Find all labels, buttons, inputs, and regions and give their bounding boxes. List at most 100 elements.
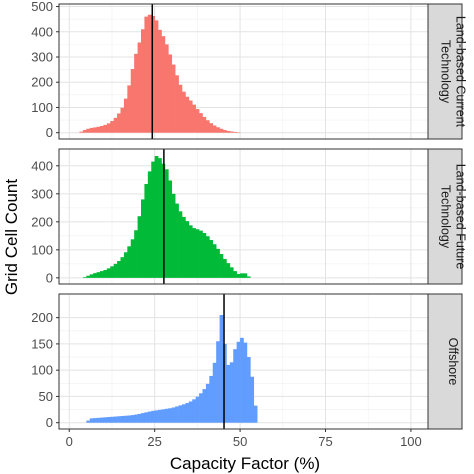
histogram-bar — [226, 130, 231, 133]
histogram-bar — [171, 193, 176, 278]
histogram-bar — [158, 158, 162, 278]
histogram-bar — [123, 252, 128, 278]
histogram-bar — [168, 180, 173, 278]
histogram-bar — [168, 54, 173, 133]
histogram-bar — [100, 417, 104, 423]
histogram-bar — [113, 117, 118, 133]
histogram-bar — [250, 376, 255, 423]
histogram-bar — [120, 107, 125, 133]
histogram-bar — [89, 274, 94, 278]
histogram-bar — [216, 127, 220, 133]
facet-strip — [427, 148, 463, 285]
y-tick-label: 500 — [31, 0, 53, 14]
histogram-bar — [141, 199, 145, 278]
histogram-bar — [195, 396, 200, 423]
histogram-bar — [93, 273, 97, 278]
histogram-bar — [223, 130, 227, 133]
histogram-bar — [188, 225, 193, 278]
histogram-bar — [103, 417, 108, 423]
histogram-bar — [205, 120, 210, 133]
histogram-bar — [106, 268, 111, 278]
histogram-bar — [195, 229, 200, 278]
histogram-bar — [219, 128, 224, 133]
histogram-bar — [178, 211, 183, 278]
histogram-bar — [151, 15, 155, 133]
histogram-bar — [216, 341, 220, 423]
histogram-bar — [130, 239, 135, 278]
histogram-bar — [137, 216, 142, 278]
histogram-bar — [223, 258, 227, 278]
histogram-bar — [182, 404, 186, 423]
histogram-bar — [100, 126, 104, 133]
histogram-bar — [182, 216, 186, 278]
y-tick-label: 200 — [31, 214, 53, 229]
histogram-bar — [243, 273, 248, 278]
histogram-bar — [212, 362, 217, 423]
y-axis-title: Grid Cell Count — [2, 179, 21, 295]
facet-panel-3: 0 50 100 150 200 Offshore 0 25 50 75 100 — [31, 293, 463, 449]
histogram-bar — [229, 362, 234, 423]
histogram-bar — [103, 124, 108, 133]
y-tick-label: 100 — [31, 242, 53, 257]
histogram-bar — [205, 383, 210, 423]
histogram-bar — [117, 113, 121, 133]
y-tick-label: 400 — [31, 158, 53, 173]
histogram-bar — [134, 53, 138, 133]
histogram-bar — [161, 409, 166, 423]
histogram-bar — [144, 16, 149, 133]
x-tick-label: 0 — [66, 434, 73, 449]
histogram-bar — [164, 44, 169, 133]
histogram-bar — [120, 415, 125, 423]
histogram-bar — [171, 407, 176, 423]
histogram-bar — [110, 416, 114, 423]
histogram-bar — [117, 261, 121, 278]
histogram-bar — [144, 184, 149, 278]
histogram-bar — [216, 248, 220, 278]
histogram-bar — [202, 389, 207, 423]
facet-strip — [427, 3, 463, 140]
histogram-bar — [195, 109, 200, 133]
histogram-bar — [185, 402, 190, 423]
histogram-bar — [240, 337, 244, 423]
facet-strip-label: Technology — [439, 185, 453, 249]
histogram-bar — [130, 68, 135, 133]
histogram-bar — [226, 263, 231, 278]
histogram-bar — [236, 132, 241, 133]
y-tick-label: 300 — [31, 49, 53, 64]
y-tick-label: 0 — [46, 270, 53, 285]
histogram-bar — [185, 221, 190, 278]
histogram-bar — [96, 417, 101, 423]
histogram-bar — [199, 230, 203, 278]
histogram-bar — [79, 131, 84, 133]
histogram-bar — [246, 276, 251, 278]
histogram-bar — [158, 29, 162, 133]
histogram-bar — [96, 272, 101, 278]
histogram-bar — [89, 127, 94, 133]
histogram-bar — [110, 121, 114, 133]
histogram-bar — [110, 266, 114, 278]
histogram-bar — [147, 411, 152, 423]
histogram-bar — [93, 127, 97, 133]
x-tick-label: 25 — [147, 434, 161, 449]
x-axis-title: Capacity Factor (%) — [170, 454, 320, 473]
histogram-bar — [188, 401, 193, 423]
histogram-bar — [233, 271, 237, 278]
histogram-bar — [89, 418, 94, 423]
y-tick-label: 200 — [31, 75, 53, 90]
histogram-bar — [93, 418, 97, 423]
histogram-bar — [144, 412, 149, 423]
histogram-bar — [164, 408, 169, 423]
histogram-bar — [154, 410, 159, 423]
histogram-bar — [123, 98, 128, 133]
histogram-bar — [147, 171, 152, 278]
y-tick-label: 50 — [39, 389, 53, 404]
histogram-bar — [236, 341, 241, 423]
histogram-bar — [202, 233, 207, 278]
histogram-bar — [141, 29, 145, 133]
histogram-bar — [147, 14, 152, 133]
histogram-bar — [246, 357, 251, 423]
y-tick-label: 100 — [31, 100, 53, 115]
histogram-bar — [113, 416, 118, 423]
